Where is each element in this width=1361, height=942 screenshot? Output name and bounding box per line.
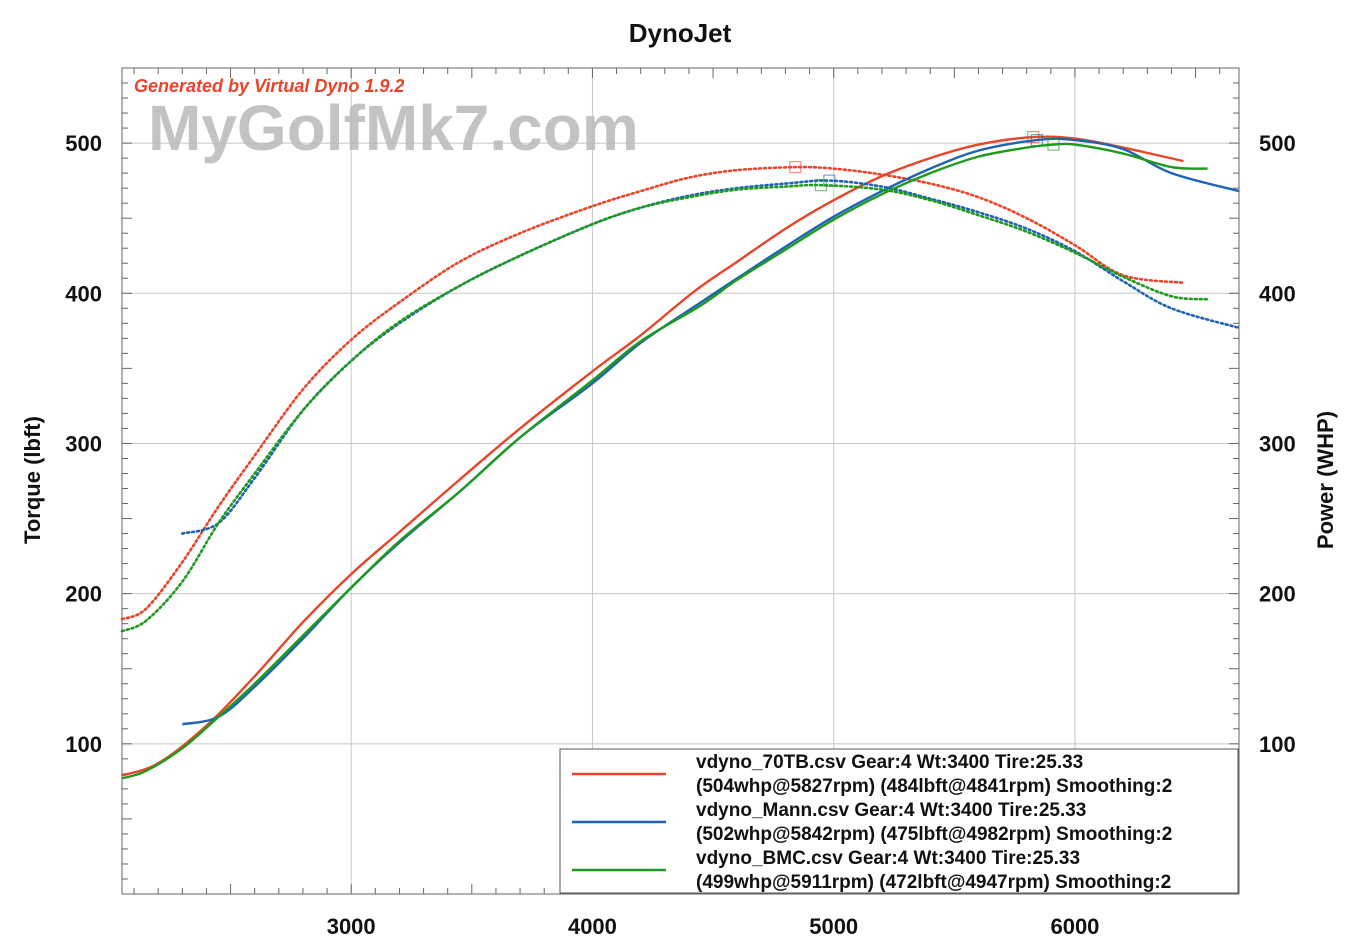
power-line-series-1	[121, 135, 1184, 777]
left-axis-title: Torque (lbft)	[20, 416, 45, 544]
peak-marker-series-3	[1047, 138, 1060, 151]
peak-marker-series-1	[1027, 130, 1040, 144]
x-tick-label: 3000	[327, 914, 376, 939]
legend: vdyno_70TB.csv Gear:4 Wt:3400 Tire:25.33…	[559, 748, 1239, 894]
x-tick-label: 4000	[568, 914, 617, 939]
y-tick-label-left: 500	[65, 131, 102, 156]
chart-title: DynoJet	[629, 18, 732, 48]
y-tick-label-right: 100	[1259, 732, 1296, 757]
y-tick-label-left: 100	[65, 732, 102, 757]
plot-frame	[121, 67, 1240, 895]
legend-label-line2-series-2: (502whp@5842rpm) (475lbft@4982rpm) Smoot…	[696, 824, 1172, 845]
grid-layer	[122, 68, 1239, 894]
y-tick-label-right: 200	[1259, 582, 1296, 607]
peak-marker-series-1	[789, 161, 802, 174]
y-tick-label-left: 400	[65, 281, 102, 306]
right-axis-title: Power (WHP)	[1313, 411, 1338, 549]
watermark-text: MyGolfMk7.com	[148, 92, 639, 164]
x-tick-label: 6000	[1050, 914, 1099, 939]
legend-label-line1-series-2: vdyno_Mann.csv Gear:4 Wt:3400 Tire:25.33	[696, 800, 1086, 821]
legend-label-line1-series-3: vdyno_BMC.csv Gear:4 Wt:3400 Tire:25.33	[696, 848, 1080, 869]
legend-label-line2-series-3: (499whp@5911rpm) (472lbft@4947rpm) Smoot…	[696, 872, 1171, 893]
y-tick-label-right: 400	[1259, 281, 1296, 306]
y-tick-label-right: 300	[1259, 431, 1296, 456]
power-line-series-3	[121, 142, 1208, 780]
x-tick-label: 5000	[809, 914, 858, 939]
legend-label-line2-series-1: (504whp@5827rpm) (484lbft@4841rpm) Smoot…	[696, 776, 1172, 797]
series-layer	[120, 130, 1241, 780]
generated-by-label: Generated by Virtual Dyno 1.9.2	[134, 76, 404, 96]
y-tick-label-left: 300	[65, 431, 102, 456]
legend-box	[559, 748, 1239, 894]
y-tick-label-left: 200	[65, 582, 102, 607]
torque-line-series-1	[120, 165, 1185, 621]
y-tick-label-right: 500	[1259, 131, 1296, 156]
torque-line-series-3	[120, 183, 1209, 633]
peak-marker-series-3	[814, 179, 828, 192]
legend-label-line1-series-1: vdyno_70TB.csv Gear:4 Wt:3400 Tire:25.33	[696, 752, 1083, 773]
